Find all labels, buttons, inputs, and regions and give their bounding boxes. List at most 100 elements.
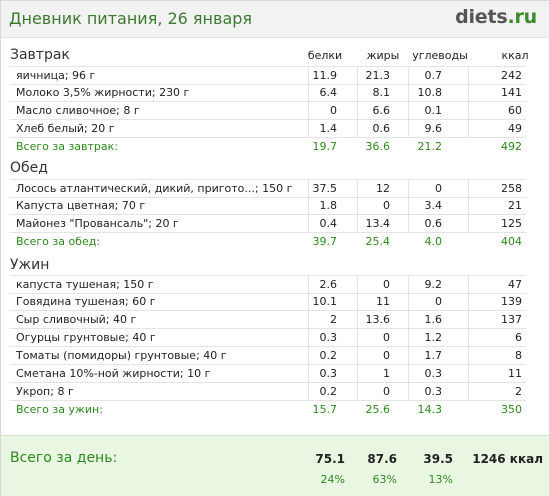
day-kcal-total: 1246 ккал — [472, 452, 543, 466]
column-header-fat: жиры — [366, 49, 400, 62]
kcal-total: 350 — [501, 403, 522, 416]
day-fat-percent: 63% — [372, 473, 397, 486]
protein-value: 10.1 — [312, 295, 338, 308]
carbs-value: 1.7 — [424, 349, 443, 362]
fat-value: 13.4 — [365, 217, 391, 230]
carbs-value: 1.2 — [424, 331, 443, 344]
day-carbs-percent: 13% — [428, 473, 453, 486]
carbs-value: 0.7 — [424, 69, 443, 82]
carbs-value: 0.3 — [424, 367, 443, 380]
fat-value: 0 — [383, 278, 390, 291]
food-name: Сметана 10%-ной жирности; 10 г — [16, 367, 211, 380]
meal-title-breakfast: Завтрак — [10, 47, 70, 63]
kcal-value: 11 — [508, 367, 522, 380]
meal-title-lunch: Обед — [10, 160, 48, 176]
food-name: капуста тушеная; 150 г — [16, 278, 154, 291]
protein-total: 39.7 — [312, 235, 338, 248]
food-name: Укроп; 8 г — [16, 385, 74, 398]
protein-value: 0.3 — [319, 331, 338, 344]
table-row: Масло сливочное; 8 г 0 6.6 0.1 60 — [10, 102, 526, 120]
protein-value: 0.3 — [319, 367, 338, 380]
kcal-value: 141 — [501, 86, 522, 99]
table-row: Хлеб белый; 20 г 1.4 0.6 9.6 49 — [10, 120, 526, 138]
kcal-value: 137 — [501, 313, 522, 326]
fat-value: 0.6 — [372, 122, 391, 135]
kcal-value: 139 — [501, 295, 522, 308]
food-name: яичница; 96 г — [16, 69, 96, 82]
kcal-value: 47 — [508, 278, 522, 291]
protein-value: 0 — [330, 104, 337, 117]
fat-value: 8.1 — [372, 86, 391, 99]
logo-tld: .ru — [507, 6, 537, 28]
total-label: Всего за ужин: — [16, 403, 103, 416]
food-name: Огурцы грунтовые; 40 г — [16, 331, 156, 344]
food-name: Майонез "Провансаль"; 20 г — [16, 217, 179, 230]
table-row: Сыр сливочный; 40 г 2 13.6 1.6 137 — [10, 311, 526, 329]
page-title: Дневник питания, 26 января — [9, 9, 253, 28]
header-bar: Дневник питания, 26 января diets.ru — [1, 1, 549, 38]
meal-total-row-breakfast: Всего за завтрак: 19.7 36.6 21.2 492 — [10, 138, 526, 155]
protein-value: 0.4 — [319, 217, 338, 230]
carbs-value: 0.1 — [424, 104, 443, 117]
protein-value: 2 — [330, 313, 337, 326]
protein-total: 15.7 — [312, 403, 338, 416]
site-logo[interactable]: diets.ru — [455, 6, 537, 28]
food-name: Лосось атлантический, дикий, пригото...;… — [16, 182, 293, 195]
protein-value: 6.4 — [319, 86, 338, 99]
food-name: Говядина тушеная; 60 г — [16, 295, 156, 308]
kcal-value: 6 — [515, 331, 522, 344]
kcal-value: 21 — [508, 199, 522, 212]
table-row: Томаты (помидоры) грунтовые; 40 г 0.2 0 … — [10, 347, 526, 365]
day-protein-total: 75.1 — [315, 452, 345, 466]
logo-brand: diets — [455, 6, 508, 28]
protein-total: 19.7 — [312, 140, 338, 153]
fat-value: 1 — [383, 367, 390, 380]
fat-total: 25.4 — [365, 235, 391, 248]
protein-value: 1.8 — [319, 199, 338, 212]
fat-value: 21.3 — [365, 69, 391, 82]
carbs-value: 0 — [435, 182, 442, 195]
table-row: капуста тушеная; 150 г 2.6 0 9.2 47 — [10, 275, 526, 294]
table-row: яичница; 96 г 11.9 21.3 0.7 242 — [10, 66, 526, 85]
kcal-value: 60 — [508, 104, 522, 117]
fat-total: 36.6 — [365, 140, 391, 153]
protein-value: 2.6 — [319, 278, 338, 291]
day-total-box: Всего за день: 75.1 87.6 39.5 1246 ккал … — [1, 435, 549, 496]
fat-value: 0 — [383, 349, 390, 362]
fat-total: 25.6 — [365, 403, 391, 416]
fat-value: 6.6 — [372, 104, 391, 117]
meal-total-row-lunch: Всего за обед: 39.7 25.4 4.0 404 — [10, 233, 526, 250]
kcal-value: 8 — [515, 349, 522, 362]
kcal-value: 258 — [501, 182, 522, 195]
carbs-value: 10.8 — [417, 86, 443, 99]
table-row: Говядина тушеная; 60 г 10.1 11 0 139 — [10, 293, 526, 311]
food-name: Хлеб белый; 20 г — [16, 122, 115, 135]
table-row: Лосось атлантический, дикий, пригото...;… — [10, 179, 526, 198]
day-protein-percent: 24% — [320, 473, 345, 486]
carbs-value: 0 — [435, 295, 442, 308]
protein-value: 0.2 — [319, 349, 338, 362]
carbs-value: 9.6 — [424, 122, 443, 135]
fat-value: 0 — [383, 331, 390, 344]
kcal-value: 49 — [508, 122, 522, 135]
food-name: Масло сливочное; 8 г — [16, 104, 140, 117]
carbs-value: 0.6 — [424, 217, 443, 230]
carbs-value: 0.3 — [424, 385, 443, 398]
fat-value: 0 — [383, 199, 390, 212]
meal-title-dinner: Ужин — [10, 257, 50, 273]
carbs-value: 3.4 — [424, 199, 443, 212]
total-label: Всего за завтрак: — [16, 140, 119, 153]
total-label: Всего за обед: — [16, 235, 101, 248]
kcal-value: 125 — [501, 217, 522, 230]
meal-total-row-dinner: Всего за ужин: 15.7 25.6 14.3 350 — [10, 401, 526, 418]
table-row: Молоко 3,5% жирности; 230 г 6.4 8.1 10.8… — [10, 84, 526, 102]
food-name: Молоко 3,5% жирности; 230 г — [16, 86, 190, 99]
column-header-carbs: углеводы — [412, 49, 468, 62]
fat-value: 12 — [376, 182, 390, 195]
table-row: Огурцы грунтовые; 40 г 0.3 0 1.2 6 — [10, 329, 526, 347]
day-fat-total: 87.6 — [367, 452, 397, 466]
protein-value: 37.5 — [312, 182, 338, 195]
table-row: Сметана 10%-ной жирности; 10 г 0.3 1 0.3… — [10, 365, 526, 383]
protein-value: 11.9 — [312, 69, 338, 82]
protein-value: 1.4 — [319, 122, 338, 135]
